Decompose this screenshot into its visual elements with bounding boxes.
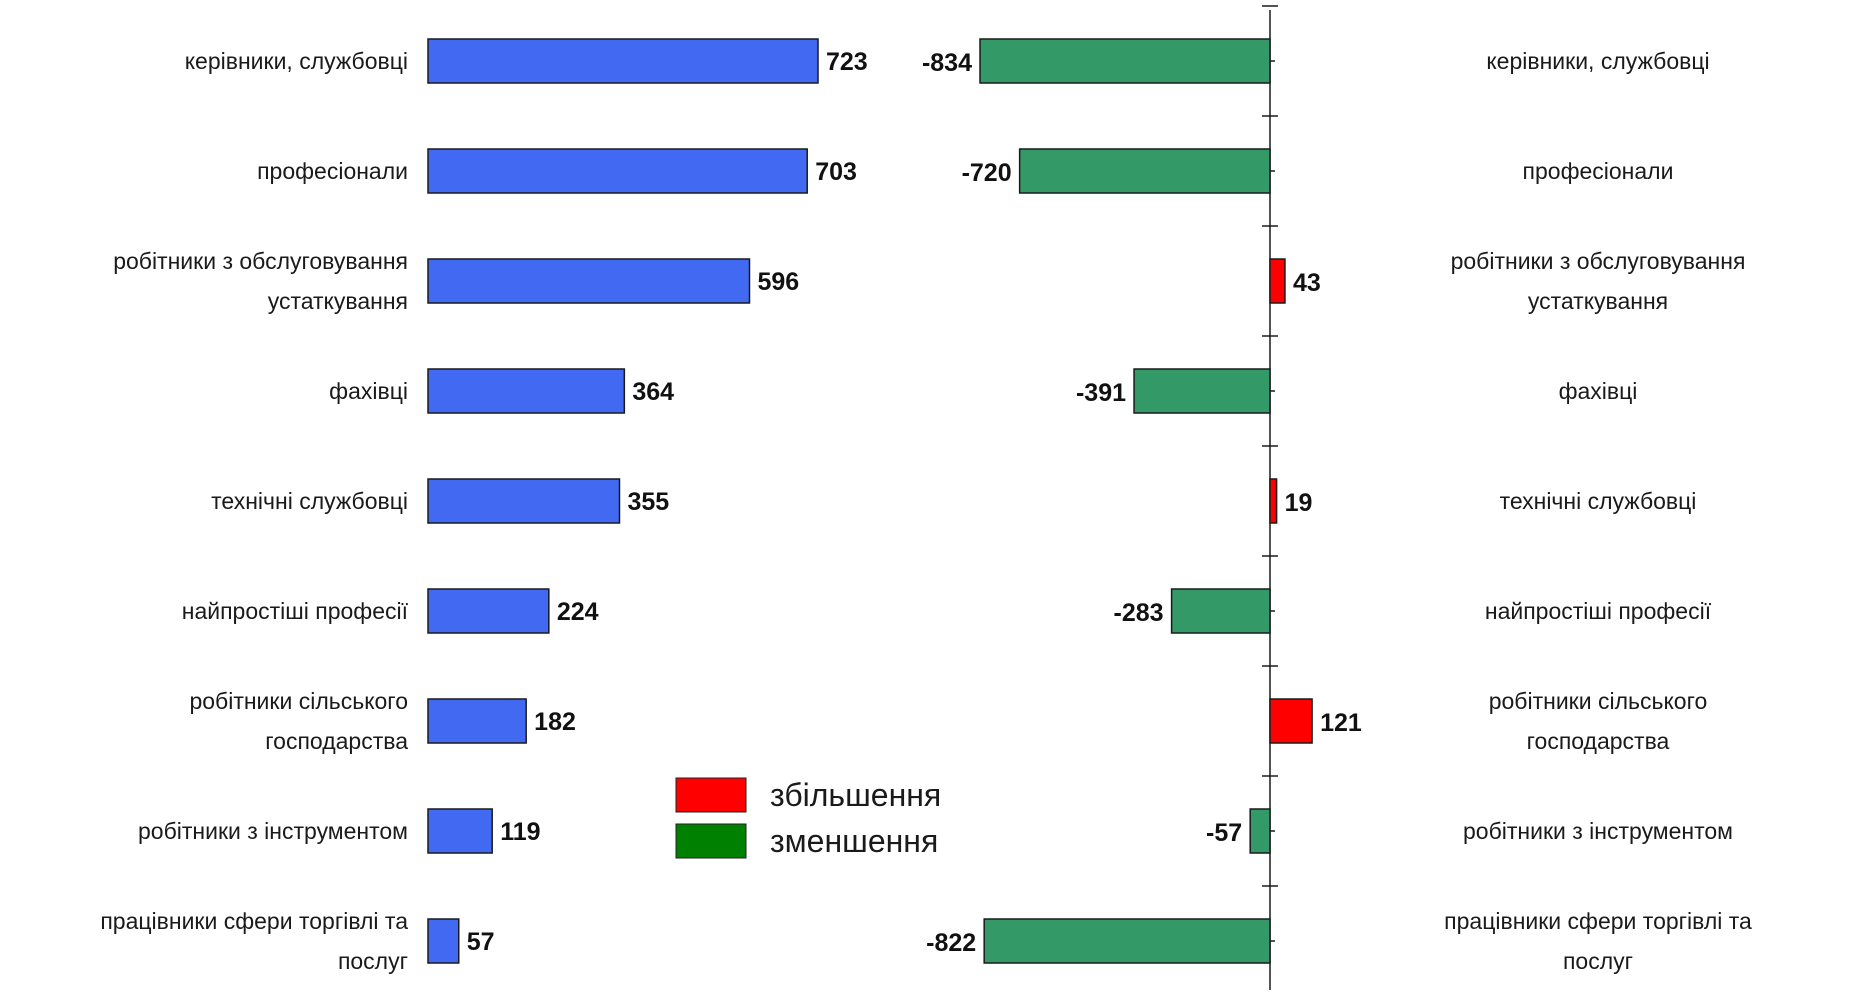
left-category-label: найпростіші професії xyxy=(182,598,409,624)
left-bar xyxy=(427,918,460,964)
right-value-label: 43 xyxy=(1293,269,1321,297)
left-value-label: 703 xyxy=(815,158,857,186)
right-category-label: працівники сфери торгівлі та послуг xyxy=(1444,908,1752,974)
left-bar xyxy=(427,38,819,84)
left-bar xyxy=(427,698,527,744)
decrease-bar xyxy=(1170,588,1271,634)
right-value-label: -720 xyxy=(962,159,1012,187)
left-value-label: 355 xyxy=(627,488,669,516)
left-category-label: фахівці xyxy=(329,378,408,404)
right-category-label: найпростіші професії xyxy=(1485,598,1712,624)
right-category-label: технічні службовці xyxy=(1500,488,1697,514)
right-category-label: робітники з інструментом xyxy=(1463,818,1733,844)
right-category-label: робітники сільського господарства xyxy=(1489,688,1708,754)
left-value-label: 723 xyxy=(826,48,868,76)
left-bar xyxy=(427,808,493,854)
decrease-bar xyxy=(1133,368,1271,414)
right-value-label: -57 xyxy=(1206,819,1242,847)
increase-bar xyxy=(1269,478,1278,524)
right-value-label: 121 xyxy=(1320,709,1362,737)
left-bar xyxy=(427,588,550,634)
left-bar xyxy=(427,148,808,194)
decrease-bar xyxy=(1018,148,1271,194)
decrease-bar xyxy=(979,38,1271,84)
decrease-bar xyxy=(983,918,1271,964)
left-category-label: професіонали xyxy=(257,158,408,184)
left-value-label: 364 xyxy=(632,378,674,406)
increase-bar xyxy=(1269,258,1286,304)
right-category-label: керівники, службовці xyxy=(1486,48,1709,74)
right-category-label: фахівці xyxy=(1559,378,1638,404)
left-category-label: працівники сфери торгівлі та послуг xyxy=(100,908,408,974)
left-category-label: робітники з інструментом xyxy=(138,818,408,844)
left-value-label: 596 xyxy=(757,268,799,296)
legend-decrease-label: зменшення xyxy=(770,823,938,859)
left-category-label: керівники, службовці xyxy=(185,48,408,74)
left-value-label: 57 xyxy=(467,928,495,956)
right-value-label: -391 xyxy=(1076,379,1126,407)
left-value-label: 182 xyxy=(534,708,576,736)
right-value-label: -822 xyxy=(926,929,976,957)
left-value-label: 224 xyxy=(557,598,599,626)
right-value-label: -283 xyxy=(1114,599,1164,627)
legend-decrease-swatch xyxy=(675,823,747,859)
left-bar xyxy=(427,258,751,304)
left-bar-chart: 723 керівники, службовці 703 професіонали 59… xyxy=(100,38,868,974)
right-category-label: професіонали xyxy=(1523,158,1674,184)
right-value-label: 19 xyxy=(1285,489,1313,517)
left-bar xyxy=(427,368,626,414)
right-bar-chart: -834 керівники, службовці -720 професіонали… xyxy=(922,5,1752,990)
decrease-bar xyxy=(1249,808,1271,854)
legend-increase-swatch xyxy=(675,777,747,813)
left-category-label: робітники сільського господарства xyxy=(189,688,408,754)
increase-bar xyxy=(1269,698,1313,744)
left-value-label: 119 xyxy=(500,818,540,846)
right-value-label: -834 xyxy=(922,49,972,77)
legend: збільшення зменшення xyxy=(675,777,941,859)
left-category-label: технічні службовці xyxy=(211,488,408,514)
right-category-label: робітники з обслуговування устаткування xyxy=(1451,248,1746,314)
legend-increase-label: збільшення xyxy=(770,777,941,813)
left-bar xyxy=(427,478,621,524)
left-category-label: робітники з обслуговування устаткування xyxy=(113,248,408,314)
